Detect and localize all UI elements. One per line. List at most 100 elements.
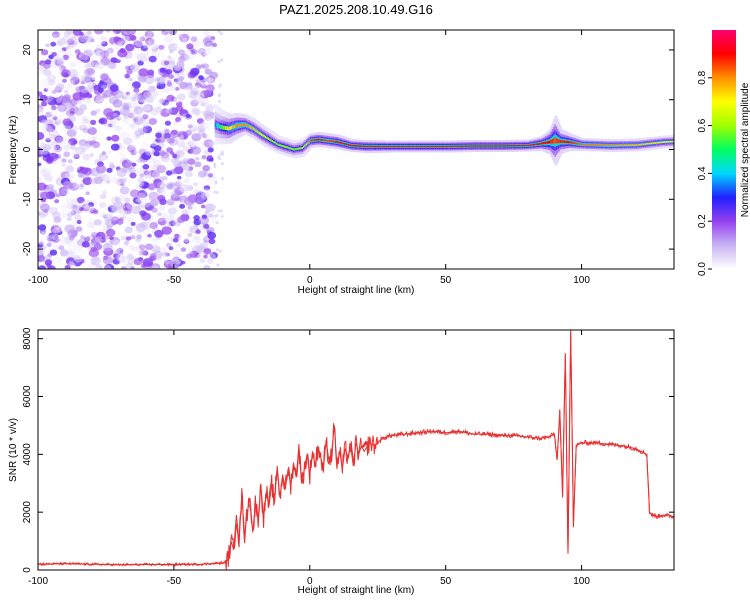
noise-speck (77, 99, 82, 104)
noise-speck (130, 235, 136, 240)
noise-speck (40, 79, 50, 87)
noise-speck (79, 167, 89, 175)
noise-speck (145, 149, 154, 156)
noise-speck (80, 142, 91, 151)
noise-speck (68, 159, 73, 164)
noise-speck (187, 120, 198, 129)
noise-speck (165, 108, 173, 114)
noise-speck (155, 255, 162, 261)
noise-speck (78, 52, 89, 61)
noise-speck (38, 104, 44, 113)
noise-speck (213, 205, 217, 209)
noise-speck (132, 246, 139, 252)
x-tick-label: -100 (28, 576, 48, 587)
noise-speck (77, 246, 83, 252)
snr-panel: -100 -50 0 50 100 0 2000 4000 6000 8000 Height o… (8, 327, 675, 596)
noise-speck (128, 77, 134, 82)
noise-speck (203, 248, 212, 255)
noise-speck (215, 191, 219, 194)
noise-speck (76, 219, 82, 225)
noise-speck (61, 69, 71, 78)
noise-speck (73, 107, 84, 116)
noise-speck (115, 248, 124, 256)
noise-speck (75, 146, 86, 155)
noise-speck (144, 30, 154, 39)
noise-speck (219, 249, 222, 253)
colorbar-label: Normalized spectral amplitude (740, 82, 750, 217)
noise-speck (158, 205, 166, 212)
noise-speck (133, 135, 139, 140)
noise-speck (45, 137, 51, 143)
noise-speck (140, 45, 149, 52)
noise-speck (157, 212, 162, 217)
noise-speck (107, 149, 113, 154)
noise-speck (46, 156, 53, 163)
noise-speck (216, 248, 219, 252)
noise-speck (204, 68, 213, 75)
noise-speck (191, 205, 197, 211)
noise-speck (153, 107, 160, 113)
noise-speck (169, 151, 175, 156)
noise-speck (52, 227, 60, 234)
noise-speck (98, 117, 108, 125)
noise-speck (142, 258, 154, 267)
noise-speck (38, 66, 45, 75)
noise-speck (66, 248, 75, 255)
noise-speck (220, 58, 224, 62)
noise-speck (156, 31, 167, 40)
noise-speck (75, 149, 81, 155)
noise-speck (155, 132, 162, 139)
noise-speck (220, 162, 224, 166)
noise-speck (43, 144, 52, 151)
noise-speck (199, 145, 205, 151)
noise-speck (159, 150, 166, 157)
noise-speck (204, 76, 212, 83)
noise-speck (85, 144, 90, 148)
colorbar-tick-label: 0.2 (697, 214, 708, 228)
noise-speck (87, 52, 94, 58)
noise-speck (123, 94, 132, 101)
noise-speck (62, 96, 71, 103)
noise-speck (108, 123, 113, 128)
noise-speck (43, 78, 48, 83)
noise-speck (146, 159, 154, 165)
x-tick-label: 50 (440, 576, 452, 587)
noise-speck (45, 111, 53, 118)
noise-speck (38, 265, 46, 269)
noise-speck (113, 201, 124, 210)
noise-speck (90, 256, 101, 266)
noise-speck (156, 81, 166, 90)
noise-speck (57, 33, 63, 37)
noise-speck (143, 51, 150, 57)
noise-speck (197, 125, 206, 132)
noise-speck (203, 30, 210, 36)
noise-speck (147, 183, 156, 191)
noise-speck (43, 208, 49, 213)
noise-speck (184, 90, 190, 95)
noise-speck (127, 118, 135, 125)
noise-speck (112, 113, 118, 117)
noise-speck (52, 31, 60, 38)
noise-speck (180, 247, 187, 252)
noise-speck (112, 30, 122, 35)
noise-speck (149, 108, 159, 116)
noise-speck (101, 40, 108, 47)
noise-speck (97, 87, 104, 93)
noise-speck (158, 103, 164, 108)
noise-speck (196, 92, 205, 100)
noise-speck (75, 61, 85, 70)
noise-speck (174, 42, 184, 51)
noise-speck (163, 132, 171, 139)
noise-speck (181, 227, 190, 234)
noise-speck (206, 252, 216, 261)
noise-speck (165, 170, 173, 176)
noise-speck (203, 41, 211, 48)
noise-speck (204, 110, 215, 119)
noise-speck (74, 68, 82, 74)
noise-speck (112, 258, 121, 265)
noise-speck (128, 132, 135, 138)
noise-speck (177, 93, 186, 101)
noise-speck (59, 110, 67, 118)
noise-speck (126, 201, 136, 210)
noise-speck (185, 166, 190, 171)
